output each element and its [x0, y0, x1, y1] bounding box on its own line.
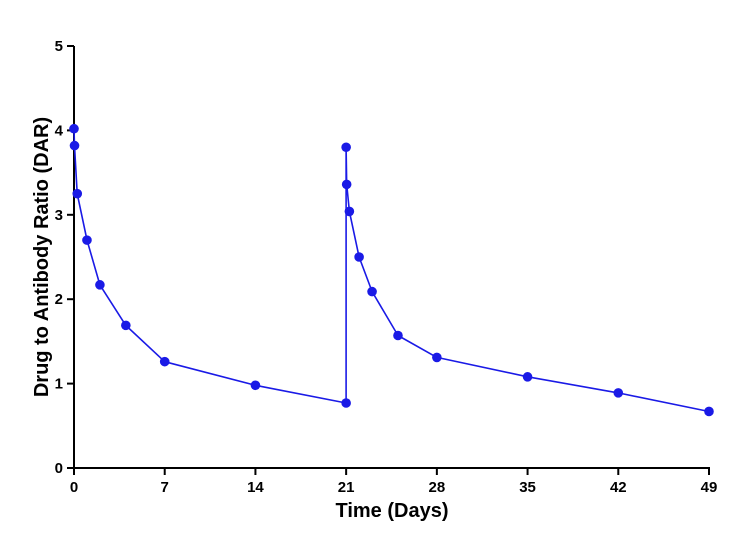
x-tick-label: 14	[247, 479, 264, 496]
x-tick-label: 0	[70, 479, 78, 496]
data-point	[121, 320, 131, 331]
y-tick-label: 1	[55, 376, 63, 393]
data-point	[341, 398, 351, 408]
data-point	[393, 330, 403, 341]
y-tick-label: 3	[55, 207, 63, 224]
y-tick-label: 5	[55, 38, 63, 55]
x-tick-label: 21	[338, 479, 355, 496]
data-point	[95, 280, 105, 290]
x-tick-label: 28	[429, 479, 446, 496]
y-tick-label: 2	[55, 291, 63, 308]
series-line	[73, 128, 710, 413]
data-point	[69, 140, 80, 151]
x-tick-label: 35	[519, 479, 536, 496]
data-point	[72, 188, 83, 199]
data-point	[432, 352, 442, 363]
series-points	[69, 123, 714, 417]
series-lines	[73, 128, 710, 413]
data-point	[522, 372, 533, 382]
y-ticks: 0 1 2 3 4 5	[55, 38, 74, 477]
y-axis-title: Drug to Antibody Ratio (DAR)	[31, 117, 53, 397]
x-tick-label: 7	[161, 479, 169, 496]
data-point	[344, 206, 355, 217]
axes	[73, 46, 710, 469]
x-tick-label: 49	[701, 479, 718, 496]
data-point	[367, 286, 377, 297]
data-point	[69, 123, 79, 134]
x-ticks: 0 7 14 21 28 35 42 49	[70, 468, 718, 496]
data-point	[704, 406, 714, 417]
y-tick-label: 4	[55, 122, 64, 139]
data-point	[341, 179, 352, 190]
data-point	[341, 142, 351, 153]
x-axis-title: Time (Days)	[335, 500, 448, 522]
data-point	[613, 388, 624, 398]
x-tick-label: 42	[610, 479, 627, 496]
data-point	[354, 252, 364, 262]
data-point	[82, 235, 92, 245]
data-point	[159, 356, 170, 367]
y-tick-label: 0	[55, 460, 63, 477]
data-point	[250, 380, 261, 391]
